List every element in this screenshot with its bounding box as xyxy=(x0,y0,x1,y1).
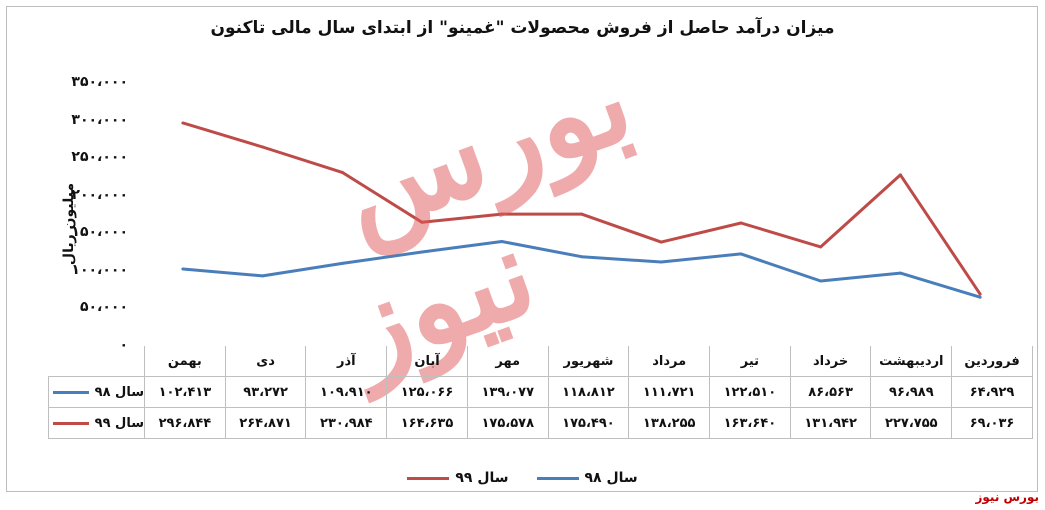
y-tick-label: ۱۰۰،۰۰۰ xyxy=(71,261,128,278)
data-point xyxy=(739,252,743,256)
legend-item: سال ۹۹ xyxy=(407,470,509,486)
series-name: سال ۹۸ xyxy=(94,384,144,400)
table-row: ۶۹،۰۳۶ ۲۲۷،۷۵۵ ۱۳۱،۹۴۲ ۱۶۳،۶۴۰ ۱۳۸،۲۵۵ ۱۷۵،۴۹… xyxy=(48,407,1033,439)
chart-title: میزان درآمد حاصل از فروش محصولات "غمینو"… xyxy=(210,18,835,38)
legend-item: سال ۹۸ xyxy=(536,470,638,486)
chart-legend: سال ۹۸ سال ۹۹ xyxy=(0,470,1045,486)
data-label: ۱۰۲،۴۱۳ xyxy=(144,376,226,408)
data-point xyxy=(261,145,265,149)
data-point xyxy=(420,220,424,224)
data-label: ۱۳۱،۹۴۲ xyxy=(789,407,872,439)
category-label: مرداد xyxy=(628,346,711,377)
y-tick-label: ۰ xyxy=(119,337,128,353)
data-label: ۱۱۸،۸۱۲ xyxy=(547,376,630,408)
data-point xyxy=(181,267,185,271)
series-line-1 xyxy=(182,240,981,299)
y-tick-label: ۲۵۰،۰۰۰ xyxy=(71,149,128,166)
data-label: ۶۹،۰۳۶ xyxy=(951,407,1033,439)
data-point xyxy=(978,295,982,299)
data-label: ۱۰۹،۹۱۰ xyxy=(305,376,388,408)
data-label: ۱۷۵،۵۷۸ xyxy=(466,407,549,439)
y-tick-label: ۳۵۰،۰۰۰ xyxy=(71,74,128,90)
data-point xyxy=(261,274,265,278)
legend-key-line xyxy=(52,390,89,394)
data-point xyxy=(500,212,504,216)
category-label: بهمن xyxy=(144,346,226,377)
data-label: ۱۲۲،۵۱۰ xyxy=(709,376,791,408)
data-label: ۱۶۳،۶۴۰ xyxy=(709,407,791,439)
data-label: ۱۳۸،۲۵۵ xyxy=(628,407,711,439)
data-point xyxy=(420,250,424,254)
data-label: ۹۳،۲۷۲ xyxy=(224,376,307,408)
data-label: ۱۳۹،۰۷۷ xyxy=(466,376,549,408)
data-point xyxy=(181,121,185,125)
data-label: ۱۲۵،۰۶۶ xyxy=(386,376,468,408)
data-point xyxy=(898,271,902,275)
category-label: فروردین xyxy=(951,346,1033,377)
category-label: آبان xyxy=(386,346,468,377)
data-point xyxy=(580,255,583,259)
y-tick-label: ۳۰۰،۰۰۰ xyxy=(71,111,128,128)
data-point xyxy=(659,260,663,264)
data-label: ۲۶۴،۸۷۱ xyxy=(224,407,307,439)
category-label: دی xyxy=(224,346,307,377)
series-row-label: سال ۹۸ xyxy=(48,376,145,408)
legend-line-icon xyxy=(407,476,450,480)
category-label: شهریور xyxy=(547,346,630,377)
data-label: ۸۶،۵۶۳ xyxy=(789,376,872,408)
data-point xyxy=(500,239,504,243)
category-label: مهر xyxy=(466,346,549,377)
data-point xyxy=(819,279,823,283)
data-point xyxy=(978,292,982,296)
category-label: تیر xyxy=(709,346,791,377)
series-name: سال ۹۹ xyxy=(94,415,144,431)
data-label: ۲۲۷،۷۵۵ xyxy=(870,407,953,439)
data-point xyxy=(739,221,743,225)
data-point xyxy=(819,245,823,249)
data-point xyxy=(340,261,344,265)
data-label: ۶۴،۹۲۹ xyxy=(951,376,1033,408)
y-tick-label: ۵۰،۰۰۰ xyxy=(79,299,128,316)
legend-line-icon xyxy=(536,476,579,480)
data-point xyxy=(340,170,344,174)
legend-key-line xyxy=(52,421,89,425)
category-label: اردیبهشت xyxy=(870,346,953,377)
table-corner xyxy=(49,346,145,377)
y-tick-label: ۲۰۰،۰۰۰ xyxy=(71,186,128,203)
table-row: ۶۴،۹۲۹ ۹۶،۹۸۹ ۸۶،۵۶۳ ۱۲۲،۵۱۰ ۱۱۱،۷۲۱ ۱۱۸،۸۱۲ ۱… xyxy=(48,376,1033,408)
data-label: ۱۶۴،۶۳۵ xyxy=(386,407,468,439)
category-label: خرداد xyxy=(789,346,872,377)
legend-label: سال ۹۹ xyxy=(455,470,509,486)
data-point xyxy=(898,173,902,177)
y-tick-label: ۱۵۰،۰۰۰ xyxy=(71,224,128,241)
data-label: ۲۳۰،۹۸۴ xyxy=(305,407,388,439)
data-table: فروردین اردیبهشت خرداد تیر مرداد شهریور مهر آبا… xyxy=(48,346,1033,439)
data-label: ۲۹۶،۸۴۴ xyxy=(144,407,226,439)
data-label: ۹۶،۹۸۹ xyxy=(870,376,953,408)
data-label: ۱۷۵،۴۹۰ xyxy=(547,407,630,439)
series-row-label: سال ۹۹ xyxy=(48,407,145,439)
category-label: آذر xyxy=(305,346,388,377)
data-point xyxy=(659,240,663,244)
data-label: ۱۱۱،۷۲۱ xyxy=(628,376,711,408)
legend-label: سال ۹۸ xyxy=(584,470,638,486)
data-point xyxy=(580,212,583,216)
source-label: بورس نیوز xyxy=(975,490,1039,504)
